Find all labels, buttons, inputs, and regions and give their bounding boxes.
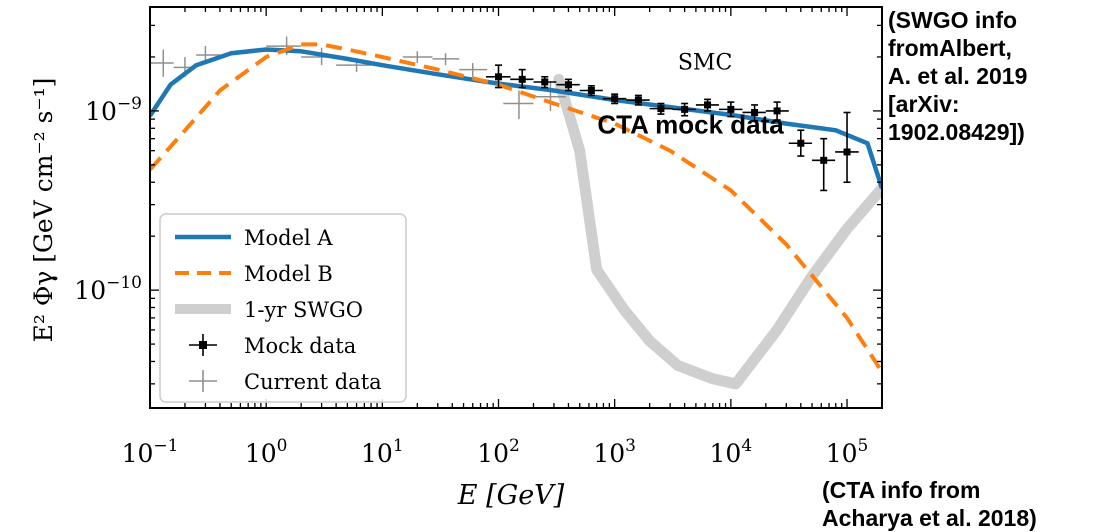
legend-entry: Model A [175, 226, 333, 250]
mock-data-marker [634, 96, 642, 104]
legend-entry: 1-yr SWGO [175, 298, 363, 322]
legend: Model A Model B 1-yr SWGO Mock data Current … [159, 213, 407, 403]
mock-data-marker [681, 105, 689, 113]
mock-data-point [672, 102, 696, 117]
axes-frame [149, 6, 883, 409]
legend-box [159, 213, 407, 403]
legend-label: Model B [244, 262, 333, 286]
legend-label: Mock data [244, 334, 356, 358]
axis-ticks [149, 7, 883, 408]
tick-labels: 10−1 100 101 102 103 104 105 10−10 10−9 [74, 94, 868, 468]
mock-data-marker [727, 105, 735, 113]
mock-data-marker [587, 86, 595, 94]
legend-label: Current data [244, 370, 382, 394]
legend-entry: Current data [189, 370, 382, 394]
legend-entry: Mock data [189, 334, 356, 358]
swgo-source-note: (SWGO info fromAlbert, A. et al. 2019 [a… [888, 6, 1098, 146]
legend-marker [199, 341, 207, 349]
mock-data-marker [797, 139, 805, 147]
mock-data-point [835, 111, 859, 184]
chart-annotations: SMC CTA mock data [597, 51, 784, 140]
x-tick-label: 105 [826, 436, 869, 468]
legend-entry: Model B [175, 262, 333, 286]
mock-data-point [765, 101, 789, 121]
mock-data-point [788, 129, 813, 157]
x-tick-label: 10−1 [122, 436, 179, 468]
model-b-curve [150, 42, 882, 373]
x-tick-label: 100 [245, 436, 288, 468]
mock-data-point [626, 94, 650, 106]
mock-data-marker [495, 73, 503, 81]
mock-data-marker [518, 75, 526, 83]
cta-source-note: (CTA info from Acharya et al. 2018) [822, 476, 1101, 532]
swgo-note-line: [arXiv: [888, 91, 960, 117]
legend-label: 1-yr SWGO [244, 298, 363, 322]
swgo-note-line: 1902.08429]) [888, 119, 1025, 145]
mock-data-marker [611, 95, 619, 103]
current-data-point [533, 81, 566, 111]
mock-data-point [812, 137, 836, 192]
current-data-point [150, 49, 174, 77]
mock-data-marker [541, 78, 549, 86]
mock-data-marker [773, 107, 781, 115]
mock-data-marker [751, 108, 759, 116]
mock-data-marker [704, 101, 712, 109]
mock-data-point [649, 102, 673, 115]
mock-data-point [533, 76, 557, 89]
cta-note-line: Acharya et al. 2018) [822, 505, 1037, 531]
mock-data-marker [564, 81, 572, 89]
mock-data-point [579, 85, 603, 97]
swgo-note-line: (SWGO info [888, 7, 1018, 33]
y-axis-label: E² Φγ [GeV cm⁻² s⁻¹] [29, 78, 58, 343]
mock-data-marker [657, 105, 665, 113]
current-data-point [503, 90, 534, 120]
x-tick-label: 102 [477, 436, 520, 468]
current-data-point [432, 53, 460, 66]
mock-data-marker [843, 148, 851, 156]
cta-note-line: (CTA info from [822, 477, 981, 503]
x-axis-label: E [GeV] [457, 480, 565, 511]
legend-label: Model A [244, 226, 333, 250]
mock-data-point [485, 64, 511, 89]
cta-mock-data-label: CTA mock data [597, 109, 784, 139]
x-tick-label: 103 [593, 436, 636, 468]
smc-label: SMC [678, 51, 732, 76]
y-tick-label: 10−9 [85, 94, 142, 126]
current-data-point [402, 51, 433, 64]
mock-data-point [718, 101, 743, 118]
plot-area [150, 36, 882, 390]
current-data-point [459, 63, 488, 77]
y-tick-label: 10−10 [74, 273, 142, 305]
mock-data-point [602, 93, 627, 105]
swgo-note-line: A. et al. 2019 [888, 63, 1028, 89]
swgo-note-line: fromAlbert, [888, 35, 1012, 61]
mock-data-point [695, 98, 719, 112]
mock-data-point [742, 104, 766, 122]
x-tick-label: 101 [361, 436, 404, 468]
mock-data-marker [820, 156, 828, 164]
swgo-sensitivity-curve [553, 73, 882, 390]
model-a-curve [150, 47, 882, 189]
mock-data-point [556, 78, 580, 92]
x-tick-label: 104 [710, 436, 753, 468]
mock-data-point [510, 68, 534, 89]
